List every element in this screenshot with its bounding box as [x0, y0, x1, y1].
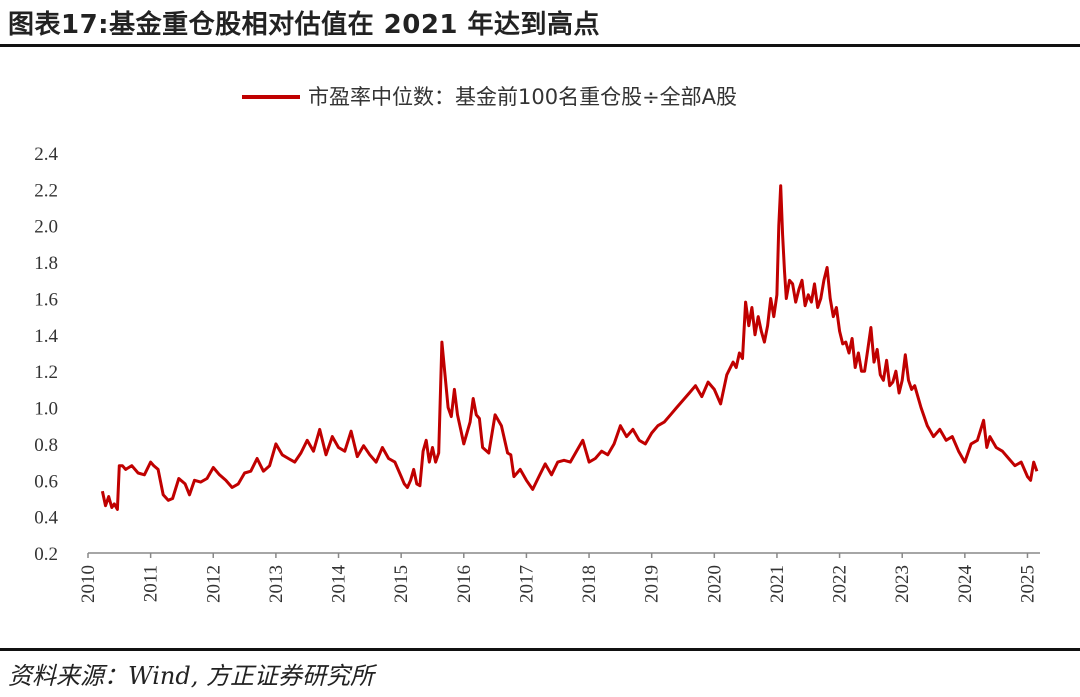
x-tick-label: 2011	[141, 565, 162, 602]
x-tick-label: 2015	[391, 565, 412, 603]
y-tick-label: 0.2	[34, 544, 58, 565]
x-tick-label: 2018	[579, 565, 600, 603]
x-tick-label: 2012	[203, 565, 224, 603]
x-tick-label: 2017	[516, 565, 537, 603]
y-tick-label: 0.6	[34, 471, 58, 492]
y-tick-label: 1.4	[34, 326, 58, 347]
line-chart: 市盈率中位数：基金前100名重仓股÷全部A股 0.2 0.4 0.6 0.8 1.0 1.…	[34, 85, 1040, 603]
series-line	[100, 184, 1039, 511]
x-tick-label: 2025	[1017, 565, 1038, 603]
x-tick-label: 2019	[642, 565, 663, 603]
y-tick-label: 1.8	[34, 253, 58, 274]
legend-label: 市盈率中位数：基金前100名重仓股÷全部A股	[308, 85, 737, 109]
bottom-rule	[0, 648, 1080, 651]
top-rule	[0, 44, 1080, 47]
y-tick-label: 2.0	[34, 217, 58, 238]
y-tick-label: 1.2	[34, 362, 58, 383]
x-axis: 2010 2011 2012 2013 2014 2015 2016 2017 2018 2019…	[78, 553, 1038, 603]
x-tick-label: 2021	[767, 565, 788, 603]
y-tick-label: 2.2	[34, 180, 58, 201]
x-tick-label: 2016	[454, 565, 475, 603]
y-tick-label: 0.8	[34, 435, 58, 456]
chart-title: 图表17:基金重仓股相对估值在 2021 年达到高点	[8, 10, 601, 40]
x-tick-label: 2023	[892, 565, 913, 603]
x-tick-label: 2020	[704, 565, 725, 603]
y-tick-label: 0.4	[34, 508, 58, 529]
y-tick-label: 1.0	[34, 399, 58, 420]
y-axis: 0.2 0.4 0.6 0.8 1.0 1.2 1.4 1.6 1.8 2.0 2.2 2.4	[34, 144, 58, 565]
x-tick-label: 2024	[955, 565, 976, 604]
x-tick-label: 2010	[78, 565, 99, 603]
x-tick-label: 2022	[830, 565, 851, 603]
y-tick-label: 1.6	[34, 289, 58, 310]
source-note: 资料来源：Wind, 方正证券研究所	[8, 662, 374, 690]
x-tick-label: 2013	[266, 565, 287, 603]
x-tick-label: 2014	[329, 565, 350, 604]
legend: 市盈率中位数：基金前100名重仓股÷全部A股	[242, 85, 737, 109]
y-tick-label: 2.4	[34, 144, 58, 165]
